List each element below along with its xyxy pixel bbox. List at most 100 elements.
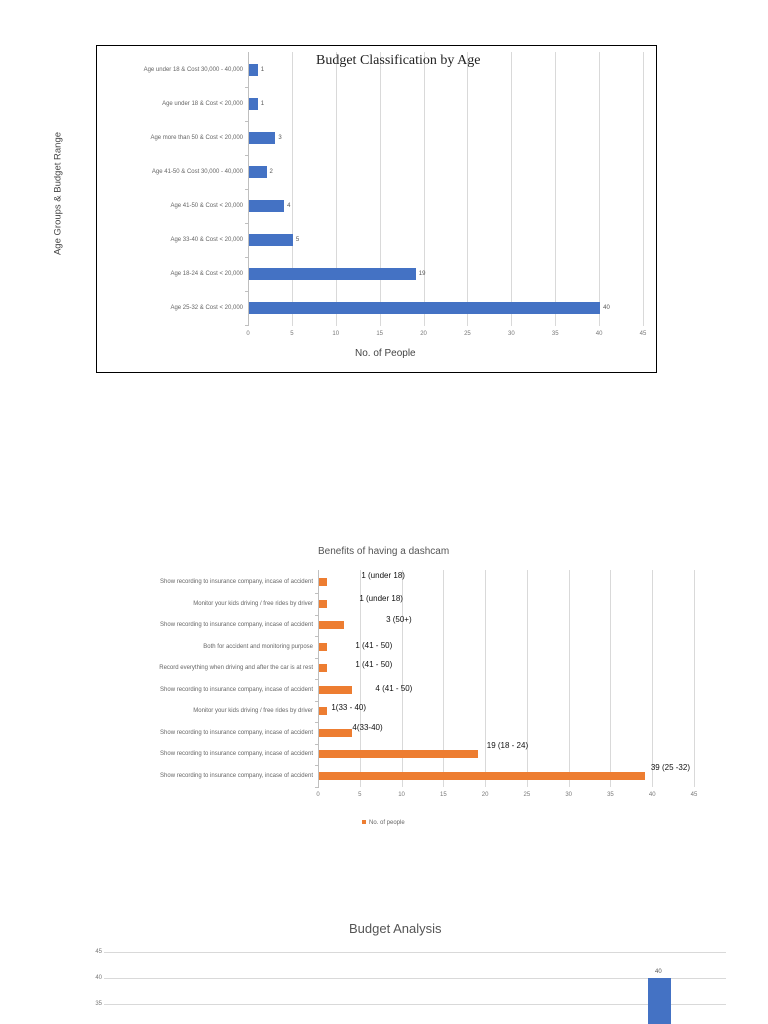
y-tick: [245, 291, 249, 292]
x-tick-label: 20: [420, 331, 427, 337]
bar: [319, 578, 328, 586]
category-label: Show recording to insurance company, inc…: [160, 772, 313, 779]
x-tick-label: 10: [332, 331, 340, 337]
y-tick: [315, 679, 319, 680]
data-label: 1: [260, 67, 265, 73]
bar: [249, 234, 293, 246]
y-tick: [315, 657, 319, 659]
data-label: 5: [295, 237, 300, 243]
y-tick: [245, 325, 249, 326]
category-label: Both for accident and monitoring purpose: [203, 643, 313, 650]
x-tick-label: 40: [595, 331, 603, 337]
category-label: Age under 18 & Cost 30,000 - 40,000: [143, 67, 243, 73]
bar: [319, 707, 328, 715]
bar: [319, 599, 328, 608]
data-label: 1: [260, 101, 265, 107]
y-tick: [245, 87, 249, 88]
category-label: Show recording to insurance company, inc…: [160, 579, 313, 585]
gridline: [443, 570, 445, 787]
chart-title: Budget Classification by Age: [316, 53, 481, 68]
category-label: Record everything when driving and after…: [159, 665, 313, 671]
y-tick: [315, 700, 319, 702]
y-tick: [245, 121, 249, 122]
data-label: 3 (50+): [386, 615, 412, 624]
category-label: Age 41-50 & Cost < 20,000: [170, 203, 243, 209]
gridline: [610, 570, 612, 787]
gridline: [694, 570, 695, 787]
gridline: [485, 570, 487, 787]
x-tick-label: 5: [290, 331, 294, 337]
bar: [319, 664, 328, 672]
category-label: Show recording to insurance company, inc…: [160, 751, 313, 757]
gridline: [379, 52, 381, 326]
data-label: 19 (18 - 24): [486, 741, 529, 750]
gridline: [291, 52, 293, 326]
data-label: 40: [603, 305, 610, 311]
category-label: Age 25-32 & Cost < 20,000: [170, 305, 243, 311]
chart-title: Benefits of having a dashcam: [318, 546, 450, 557]
y-axis-label: Age Groups & Budget Range: [52, 131, 64, 256]
gridline: [335, 52, 337, 326]
budget-classification-chart: [96, 45, 657, 373]
x-tick-label: 20: [481, 792, 489, 798]
y-tick: [245, 155, 249, 156]
y-axis-line: [318, 570, 319, 787]
category-label: Show recording to insurance company, inc…: [160, 686, 313, 693]
x-tick-label: 45: [690, 792, 698, 798]
x-tick-label: 15: [439, 792, 447, 798]
y-tick: [315, 765, 319, 766]
data-label: 1 (under 18): [361, 571, 405, 580]
data-label: 19: [418, 271, 426, 277]
y-tick: [315, 722, 319, 723]
x-tick-label: 35: [607, 792, 614, 798]
bar: [319, 750, 478, 758]
data-label: 40: [655, 969, 662, 975]
x-tick-label: 45: [639, 331, 647, 337]
x-tick-label: 10: [398, 792, 405, 798]
data-label: 4 (41 - 50): [375, 683, 413, 693]
x-tick-label: 5: [358, 792, 362, 798]
category-label: Age 41-50 & Cost 30,000 - 40,000: [151, 169, 243, 175]
gridline: [599, 52, 601, 326]
chart-legend: No. of people: [362, 820, 405, 826]
data-label: 1 (under 18): [359, 593, 403, 603]
data-label: 1 (41 - 50): [355, 640, 393, 650]
bar: [319, 728, 353, 737]
x-tick-label: 0: [246, 331, 250, 337]
gridline: [104, 952, 726, 953]
bar: [319, 685, 353, 694]
category-label: Monitor your kids driving / free rides b…: [193, 600, 313, 607]
gridline: [643, 52, 644, 326]
x-tick-label: 15: [376, 331, 383, 337]
x-tick-label: 0: [316, 792, 320, 798]
bar: [249, 98, 258, 110]
bar: [249, 64, 258, 76]
category-label: Age 18-24 & Cost < 20,000: [170, 271, 243, 277]
data-label: 1 (41 - 50): [355, 660, 393, 669]
data-label: 2: [269, 169, 273, 175]
bar: [648, 978, 671, 1024]
gridline: [568, 570, 570, 787]
x-tick-label: 30: [507, 331, 515, 337]
data-label: 4: [287, 203, 291, 209]
category-label: Age under 18 & Cost < 20,000: [162, 101, 243, 107]
bar: [249, 268, 416, 280]
gridline: [467, 52, 469, 326]
bar: [249, 166, 267, 178]
y-tick: [315, 614, 319, 616]
legend-label: No. of people: [369, 820, 405, 826]
bar: [319, 621, 345, 629]
data-label: 4(33-40): [352, 722, 383, 732]
x-tick-label: 30: [565, 792, 572, 798]
gridline: [652, 570, 654, 787]
gridline: [423, 52, 425, 326]
y-tick: [245, 189, 249, 190]
y-tick: [245, 257, 249, 258]
bar: [319, 642, 328, 651]
category-label: Show recording to insurance company, inc…: [160, 729, 313, 736]
category-label: Monitor your kids driving / free rides b…: [193, 708, 313, 714]
y-tick-label: 35: [95, 1001, 102, 1007]
y-tick-label: 40: [95, 975, 102, 981]
legend-swatch-icon: [362, 820, 366, 825]
y-tick: [315, 593, 319, 594]
